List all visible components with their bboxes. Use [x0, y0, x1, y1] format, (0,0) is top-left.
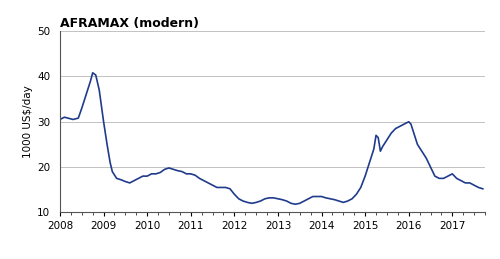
Text: AFRAMAX (modern): AFRAMAX (modern)	[60, 17, 199, 30]
Y-axis label: 1000 US$/day: 1000 US$/day	[23, 85, 33, 158]
